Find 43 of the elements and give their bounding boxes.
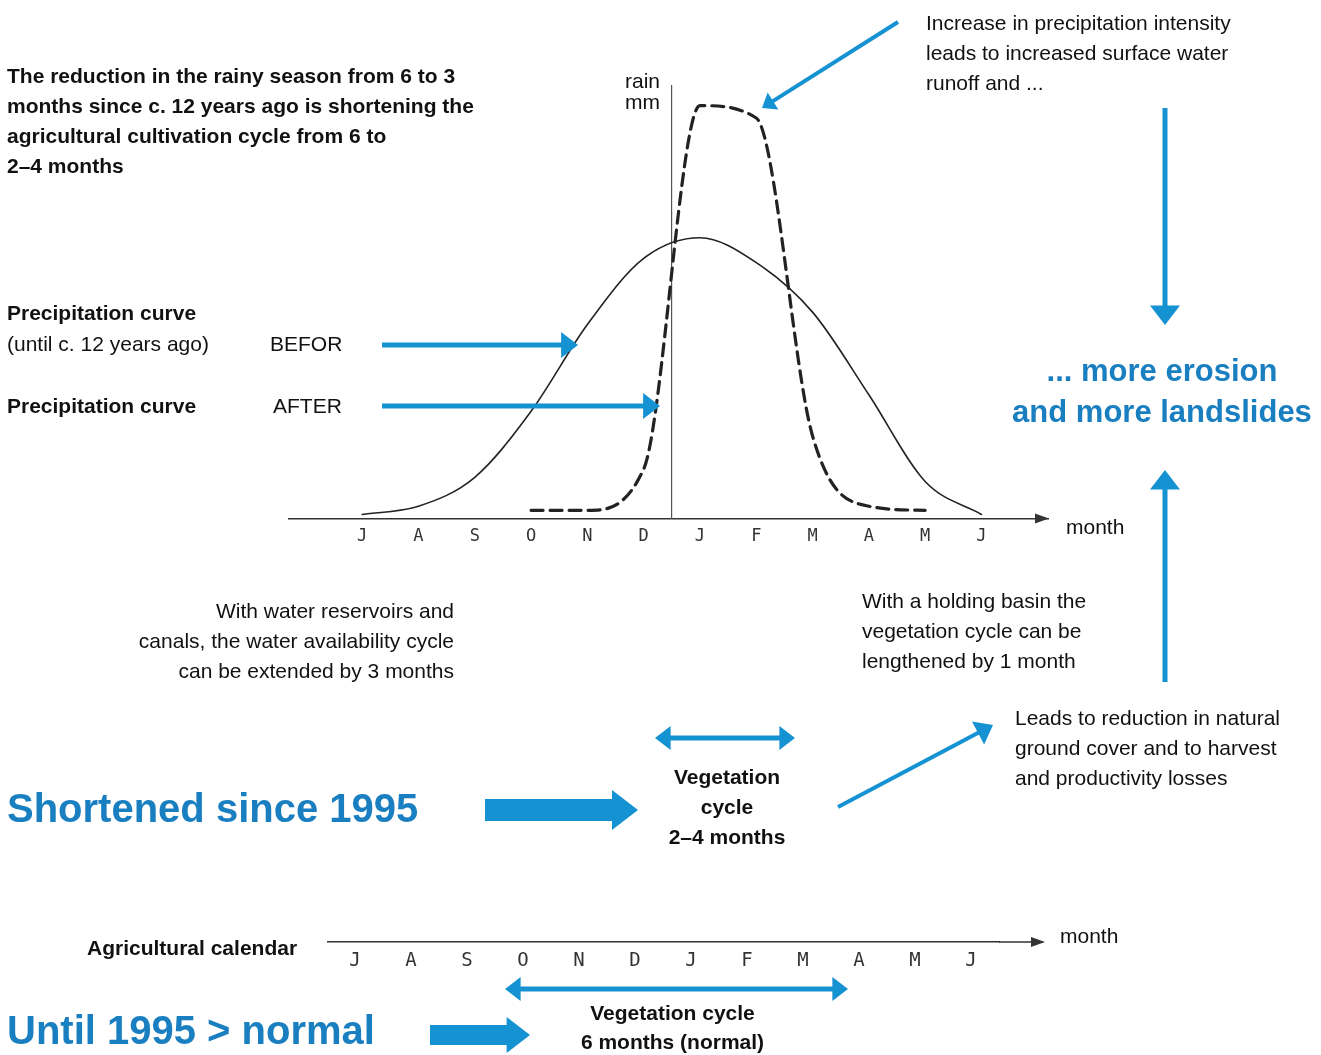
x-tick-label: D xyxy=(638,525,649,546)
category-label: M xyxy=(909,948,921,971)
x-tick-label: J xyxy=(694,525,706,546)
category-label: N xyxy=(573,948,585,971)
x-tick-label: M xyxy=(807,525,818,546)
category-label: M xyxy=(797,948,809,971)
text: Until 1995 > normal xyxy=(7,1008,375,1052)
text: Increase in precipitation intensity leads to increased surface water runoff and ... xyxy=(926,10,1231,96)
x-tick-label: F xyxy=(751,525,762,546)
text: Agricultural calendar xyxy=(87,935,298,961)
category-label: A xyxy=(853,948,866,971)
text: Vegetation cycle 6 months (normal) xyxy=(579,1000,766,1055)
category-label: J xyxy=(349,948,361,971)
category-label: D xyxy=(629,948,641,971)
x-tick-label: M xyxy=(920,525,931,546)
text: Precipitation curve xyxy=(7,300,197,326)
category-label: J xyxy=(965,948,977,971)
text: With a holding basin the vegetation cycle can be lengthened by 1 month xyxy=(862,588,1087,674)
x-tick-label: J xyxy=(976,525,987,546)
annotation: The reduction in the rainy season from 6 to 3 months since c. 12 years ago is shortening the agricultural cultivation cycle from 6 to 2–4 months xyxy=(7,63,475,179)
x-axis-title: month xyxy=(1066,514,1125,540)
category-label: S xyxy=(461,948,473,971)
text: With water reservoirs and canals, the water availability cycle can be extended by 3 months xyxy=(137,598,454,684)
category-label: A xyxy=(405,948,418,971)
x-tick-label: J xyxy=(357,525,368,546)
annotation: AFTER xyxy=(273,393,342,419)
annotation: BEFOR xyxy=(270,331,343,357)
text: (until c. 12 years ago) xyxy=(7,331,209,357)
text: month xyxy=(1060,923,1119,949)
y-axis-title: rain mm xyxy=(623,69,660,113)
x-tick-label: A xyxy=(413,525,424,546)
x-tick-label: N xyxy=(582,525,593,546)
category-label: O xyxy=(517,948,529,971)
x-tick-label: S xyxy=(469,525,480,546)
annotation: ... more erosion and more landslides xyxy=(1011,352,1313,431)
x-tick-label: A xyxy=(863,525,874,546)
category-label: F xyxy=(741,948,753,971)
text: Leads to reduction in natural ground cover and to harvest and productivity losses xyxy=(1015,705,1281,791)
x-tick-label: O xyxy=(525,525,537,546)
text: Precipitation curve xyxy=(7,393,197,419)
text: Shortened since 1995 xyxy=(7,786,419,830)
text: Vegetation cycle 2–4 months xyxy=(667,764,787,850)
category-label: J xyxy=(685,948,697,971)
